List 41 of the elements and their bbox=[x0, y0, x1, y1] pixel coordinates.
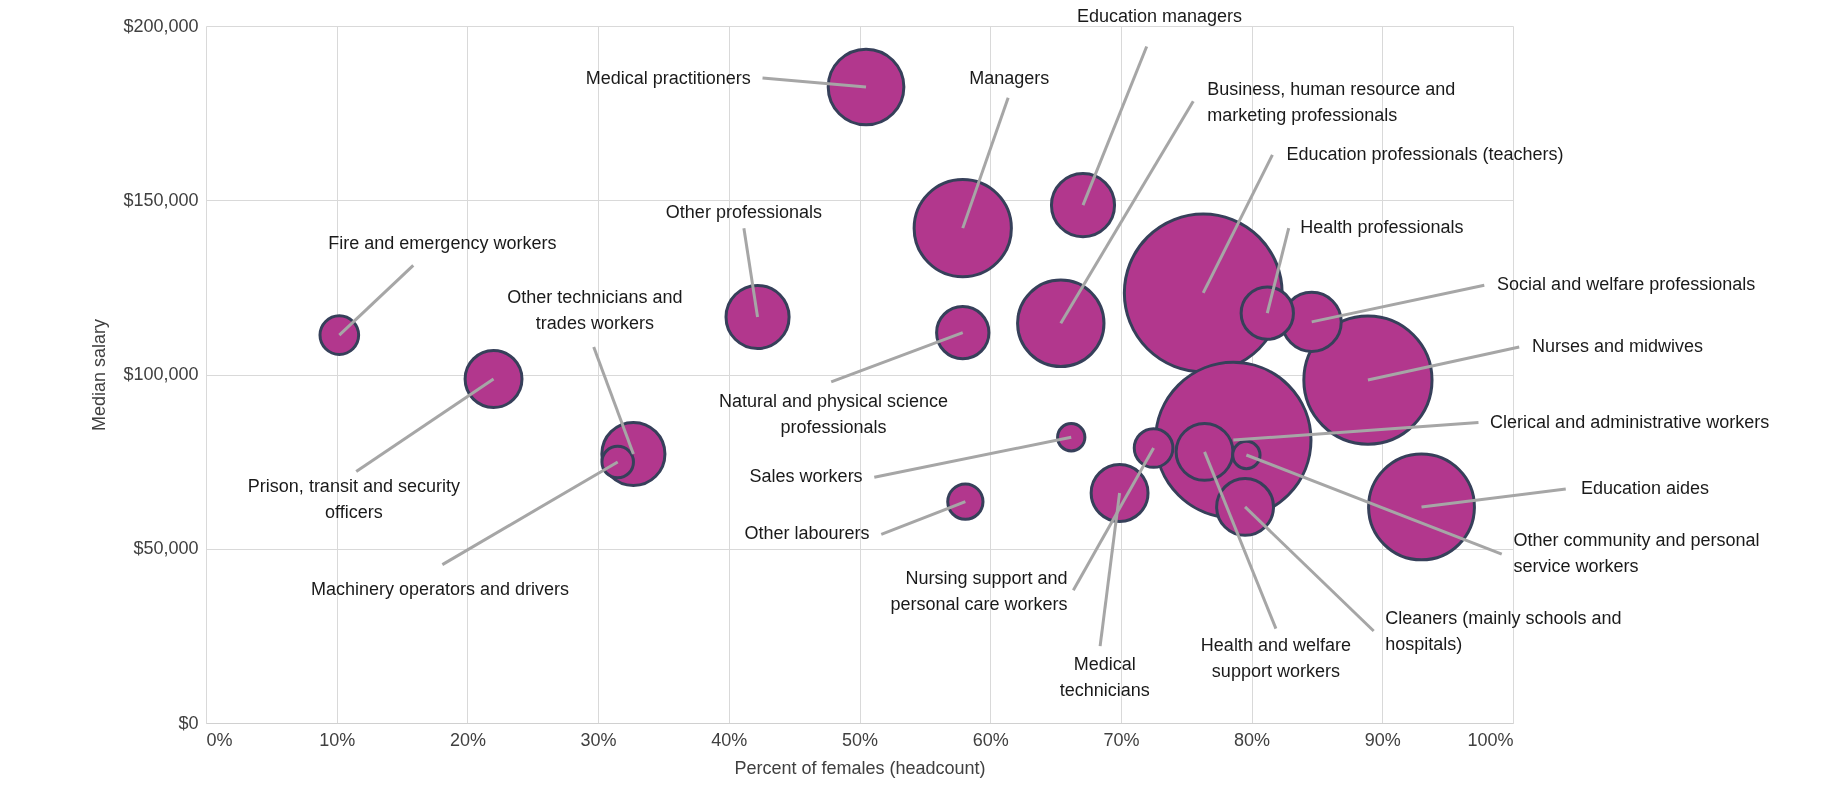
annotation: Education aides bbox=[1580, 477, 1709, 498]
annotation: Other community and personal service workers bbox=[1513, 530, 1760, 577]
annotation: Other professionals bbox=[665, 202, 822, 223]
x-tick-label: 0% bbox=[206, 729, 233, 750]
annotation: Clerical and administrative workers bbox=[1490, 411, 1770, 432]
x-tick-label: 30% bbox=[580, 729, 617, 750]
annotation: Nursing support and personal care workers bbox=[890, 567, 1068, 614]
annotation: Other labourers bbox=[744, 523, 870, 544]
annotation: Other technicians and trades workers bbox=[507, 287, 683, 334]
y-tick-label: $50,000 bbox=[133, 538, 199, 559]
x-tick-label: 50% bbox=[841, 729, 879, 750]
x-axis-title: Percent of females (headcount) bbox=[734, 757, 986, 778]
annotation: Nurses and midwives bbox=[1532, 335, 1704, 356]
y-axis-title: Median salary bbox=[89, 318, 110, 432]
annotation: Medical practitioners bbox=[585, 68, 751, 89]
x-tick-label: 40% bbox=[711, 729, 748, 750]
y-tick-label: $150,000 bbox=[123, 189, 199, 210]
annotation: Medical technicians bbox=[1059, 653, 1150, 700]
x-tick-label: 60% bbox=[972, 729, 1009, 750]
annotation: Cleaners (mainly schools and hospitals) bbox=[1385, 608, 1622, 655]
annotation: Machinery operators and drivers bbox=[310, 579, 570, 600]
annotation: Health and welfare support workers bbox=[1200, 635, 1351, 682]
annotation: Social and welfare professionals bbox=[1497, 274, 1756, 295]
annotation: Education professionals (teachers) bbox=[1286, 143, 1564, 164]
x-tick-label: 90% bbox=[1364, 729, 1401, 750]
annotation: Fire and emergency workers bbox=[328, 233, 557, 254]
annotation: Business, human resource and marketing professionals bbox=[1207, 78, 1456, 125]
annotation: Natural and physical science professionals bbox=[718, 390, 949, 437]
annotation: Education managers bbox=[1076, 6, 1243, 27]
x-tick-label: 20% bbox=[449, 729, 486, 750]
y-tick-label: $0 bbox=[178, 712, 199, 733]
annotation: Sales workers bbox=[749, 466, 863, 487]
y-tick-label: $100,000 bbox=[123, 364, 199, 384]
x-tick-label: 70% bbox=[1103, 729, 1140, 750]
x-tick-label: 80% bbox=[1234, 729, 1271, 750]
annotation: Managers bbox=[969, 68, 1050, 89]
annotation: Prison, transit and security officers bbox=[247, 475, 460, 522]
y-tick-label: $200,000 bbox=[123, 15, 199, 36]
x-tick-label: 10% bbox=[319, 729, 356, 750]
x-tick-label: 100% bbox=[1467, 729, 1514, 750]
annotation: Health professionals bbox=[1300, 217, 1464, 238]
